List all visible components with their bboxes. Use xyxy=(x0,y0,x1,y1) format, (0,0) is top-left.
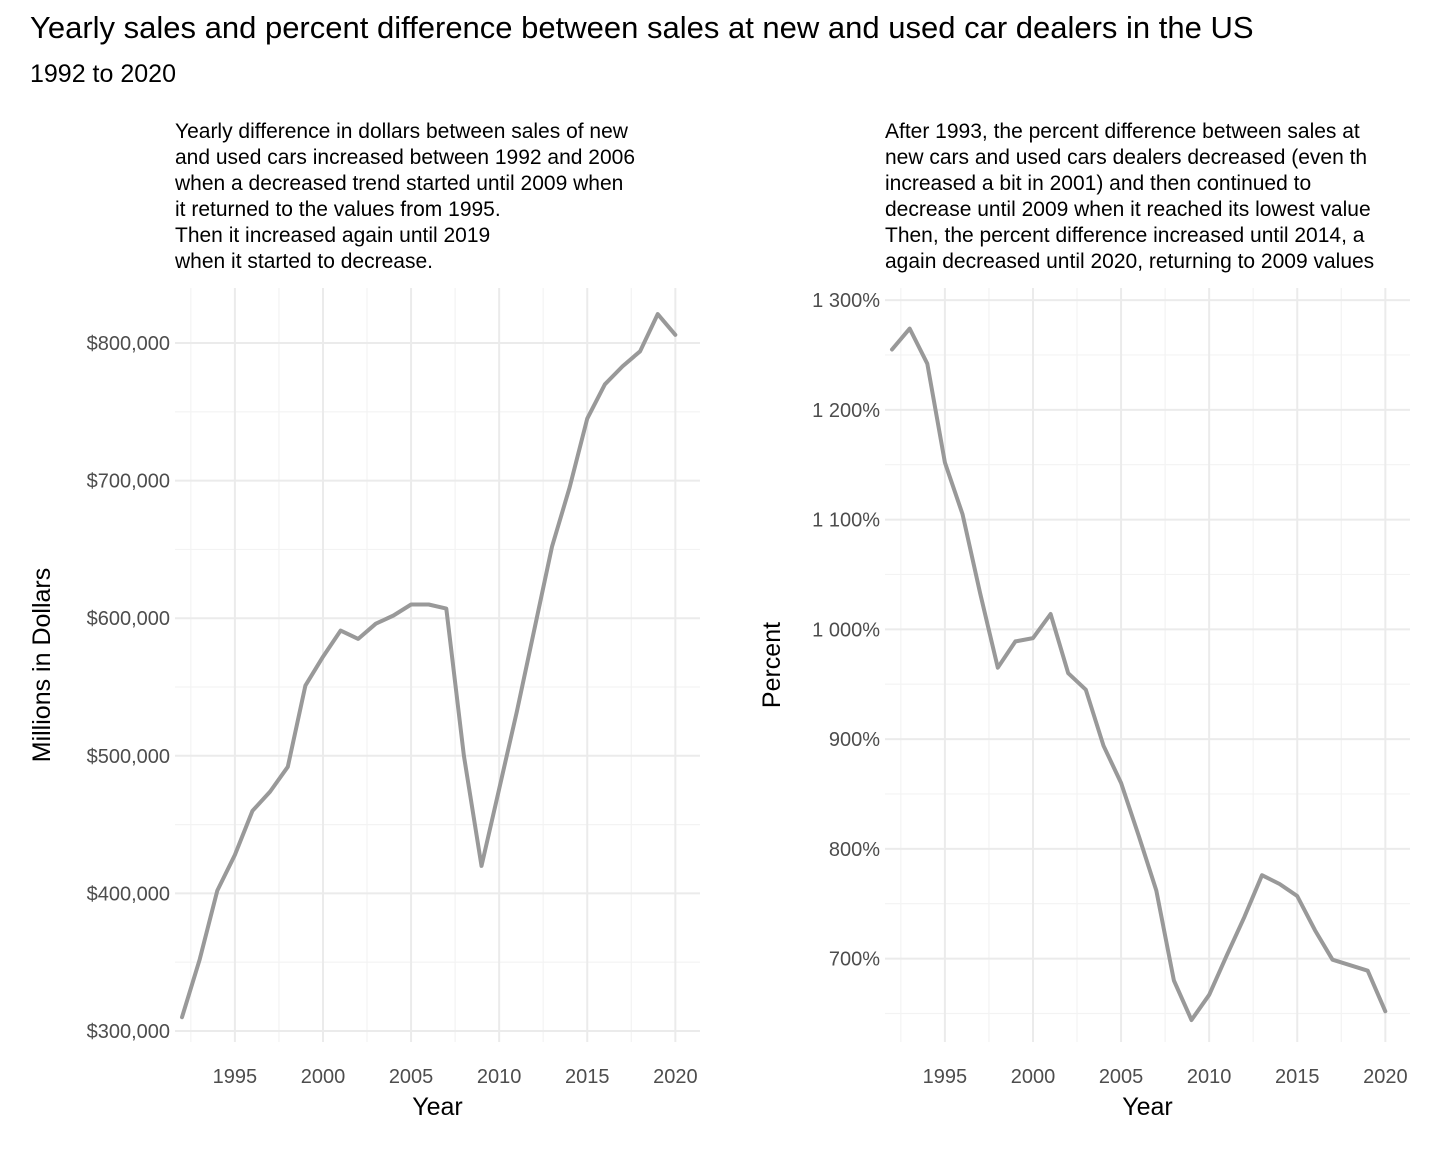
x-tick-label: 2020 xyxy=(653,1066,698,1088)
caption-line: it returned to the values from 1995. xyxy=(175,198,501,221)
caption-line: increased a bit in 2001) and then contin… xyxy=(885,172,1311,195)
x-tick-label: 2000 xyxy=(301,1066,346,1088)
x-tick-label: 2005 xyxy=(1099,1066,1144,1088)
y-tick-label: 800% xyxy=(829,839,880,861)
y-tick-label: $300,000 xyxy=(87,1021,170,1043)
caption-line: when a decreased trend started until 200… xyxy=(174,172,623,195)
caption-line: new cars and used cars dealers decreased… xyxy=(885,146,1367,169)
caption-line: Then it increased again until 2019 xyxy=(175,224,490,247)
x-tick-label: 2005 xyxy=(389,1066,434,1088)
x-axis-title: Year xyxy=(412,1093,463,1121)
y-tick-label: $700,000 xyxy=(87,471,170,493)
x-tick-label: 2015 xyxy=(1275,1066,1320,1088)
x-tick-label: 2010 xyxy=(477,1066,522,1088)
x-tick-label: 1995 xyxy=(923,1066,968,1088)
x-tick-label: 2015 xyxy=(565,1066,610,1088)
y-axis-title: Percent xyxy=(758,622,786,708)
y-tick-label: $400,000 xyxy=(87,883,170,905)
y-tick-label: 1 200% xyxy=(812,400,880,422)
caption-line: Yearly difference in dollars between sal… xyxy=(175,120,629,143)
panel-caption: After 1993, the percent difference betwe… xyxy=(885,120,1374,273)
x-tick-label: 2020 xyxy=(1363,1066,1408,1088)
series-line xyxy=(890,326,1388,1022)
dollars-panel: Yearly difference in dollars between sal… xyxy=(28,120,700,1121)
y-axis-title: Millions in Dollars xyxy=(28,568,56,763)
y-tick-label: $500,000 xyxy=(87,746,170,768)
caption-line: decrease until 2009 when it reached its … xyxy=(885,198,1371,221)
x-tick-label: 2000 xyxy=(1011,1066,1056,1088)
x-tick-label: 2010 xyxy=(1187,1066,1232,1088)
x-tick-label: 1995 xyxy=(213,1066,258,1088)
y-tick-label: 700% xyxy=(829,949,880,971)
panel-caption: Yearly difference in dollars between sal… xyxy=(174,120,635,273)
caption-line: again decreased until 2020, returning to… xyxy=(885,250,1374,273)
series-line xyxy=(180,312,678,1020)
x-axis-title: Year xyxy=(1122,1093,1173,1121)
y-tick-label: 1 100% xyxy=(812,510,880,532)
chart-title: Yearly sales and percent difference betw… xyxy=(30,10,1254,45)
chart-subtitle: 1992 to 2020 xyxy=(30,60,176,88)
caption-line: and used cars increased between 1992 and… xyxy=(175,146,635,169)
y-tick-label: $800,000 xyxy=(87,333,170,355)
y-tick-label: 1 000% xyxy=(812,619,880,641)
caption-line: After 1993, the percent difference betwe… xyxy=(885,120,1360,143)
y-tick-label: 1 300% xyxy=(812,290,880,312)
y-tick-label: $600,000 xyxy=(87,608,170,630)
caption-line: when it started to decrease. xyxy=(174,250,433,273)
caption-line: Then, the percent difference increased u… xyxy=(885,224,1365,247)
percent-panel: After 1993, the percent difference betwe… xyxy=(758,120,1410,1121)
y-tick-label: 900% xyxy=(829,729,880,751)
